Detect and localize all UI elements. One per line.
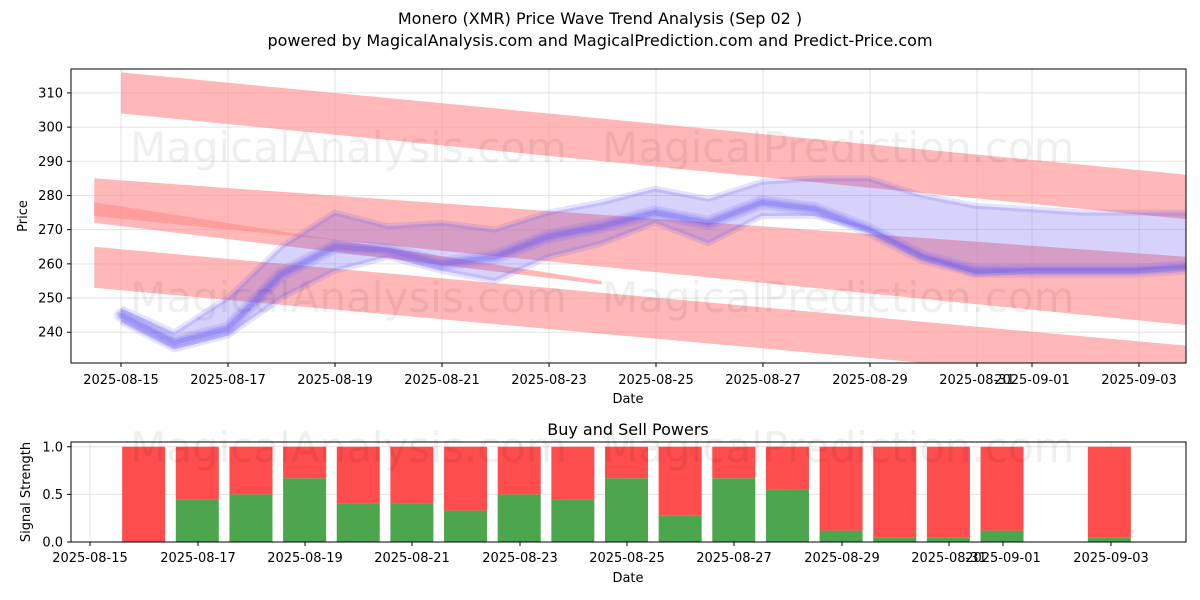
sell-bar (390, 446, 434, 504)
price-plot-frame (70, 68, 1187, 364)
watermark-text: MagicalPrediction.com (602, 123, 1075, 172)
bar-chart-title: Buy and Sell Powers (547, 420, 709, 439)
signal-xtick-label: 2025-08-27 (696, 551, 772, 566)
watermark-text: MagicalAnalysis.com (130, 273, 567, 322)
sell-bar (497, 446, 541, 495)
sell-bar (712, 446, 756, 479)
signal-xtick-label: 2025-08-19 (267, 551, 343, 566)
price-xlabel: Date (612, 392, 643, 407)
buy-bar (765, 489, 809, 542)
chart-title: Monero (XMR) Price Wave Trend Analysis (… (397, 9, 803, 28)
chart-subtitle: powered by MagicalAnalysis.com and Magic… (267, 31, 933, 50)
price-xtick-label: 2025-08-27 (725, 373, 801, 388)
price-xtick-label: 2025-09-01 (994, 373, 1070, 388)
signal-xtick-label: 2025-08-29 (804, 551, 880, 566)
watermark-text: MagicalAnalysis.com (130, 423, 567, 472)
signal-ytick-label: 0.5 (42, 488, 63, 503)
sell-bar (1087, 446, 1131, 538)
wave-wave-upper-line (119, 175, 1186, 336)
price-ytick-label: 300 (38, 121, 63, 136)
buy-bar (1087, 537, 1131, 542)
price-xtick-label: 2025-08-31 (939, 373, 1015, 388)
price-xtick-label: 2025-08-15 (83, 373, 159, 388)
sell-bar (283, 446, 327, 479)
buy-bar (283, 478, 327, 542)
signal-ylabel: Signal Strength (19, 442, 34, 542)
buy-bar (551, 499, 595, 542)
price-xtick-label: 2025-08-19 (297, 373, 373, 388)
signal-xtick-label: 2025-09-01 (965, 551, 1041, 566)
watermark-text: MagicalPrediction.com (602, 423, 1075, 472)
sell-bar (551, 446, 595, 500)
price-xtick-label: 2025-09-03 (1101, 373, 1177, 388)
price-band-upper-channel (121, 72, 1186, 220)
buy-bar (605, 478, 648, 542)
signal-plot-frame (70, 441, 1187, 543)
price-band-middle-channel (94, 178, 1186, 326)
price-ytick-label: 310 (38, 86, 63, 101)
buy-bar (658, 515, 702, 542)
sell-bar (980, 446, 1024, 531)
sell-bar (175, 446, 219, 500)
sell-bar (873, 446, 917, 538)
price-xtick-label: 2025-08-23 (511, 373, 587, 388)
wave-main-line-2 (118, 199, 1186, 345)
buy-bar (873, 537, 917, 542)
buy-bar (336, 503, 380, 542)
signal-xtick-label: 2025-08-31 (911, 551, 987, 566)
price-xtick-label: 2025-08-21 (404, 373, 480, 388)
buy-bar (497, 494, 541, 542)
watermark-text: MagicalPrediction.com (602, 273, 1075, 322)
signal-xtick-label: 2025-08-17 (160, 551, 236, 566)
price-ytick-label: 280 (38, 189, 63, 204)
wave-envelope (121, 178, 1186, 350)
buy-bar (444, 510, 488, 542)
signal-xtick-label: 2025-08-15 (52, 551, 128, 566)
sell-bar (765, 446, 809, 490)
buy-bar (390, 503, 434, 542)
wave-main-line-0 (114, 195, 1186, 350)
price-ytick-label: 260 (38, 257, 63, 272)
price-xtick-label: 2025-08-29 (832, 373, 908, 388)
sell-bar (229, 446, 273, 495)
sell-bar (658, 446, 702, 516)
price-xtick-label: 2025-08-17 (190, 373, 266, 388)
sell-bar (819, 446, 863, 531)
sell-bar (444, 446, 488, 511)
sell-bar (336, 446, 380, 504)
signal-xtick-label: 2025-08-23 (482, 551, 558, 566)
buy-bar (175, 499, 219, 542)
buy-bar (926, 537, 970, 542)
signal-xtick-label: 2025-09-03 (1073, 551, 1149, 566)
signal-xlabel: Date (612, 571, 643, 586)
signal-ytick-label: 0.0 (42, 536, 63, 551)
wave-main-line-1 (116, 197, 1186, 347)
price-ytick-label: 240 (38, 326, 63, 341)
buy-bar (229, 494, 273, 542)
price-band-short-channel (94, 202, 602, 285)
price-ytick-label: 270 (38, 223, 63, 238)
watermark-text: MagicalAnalysis.com (130, 123, 567, 172)
buy-bar (980, 530, 1024, 542)
price-ytick-label: 250 (38, 292, 63, 307)
price-xtick-label: 2025-08-25 (618, 373, 694, 388)
price-ylabel: Price (16, 200, 31, 232)
signal-xtick-label: 2025-08-25 (589, 551, 665, 566)
sell-bar (926, 446, 970, 538)
signal-xtick-label: 2025-08-21 (374, 551, 450, 566)
wave-wave-lower-line (119, 213, 1186, 353)
buy-bar (712, 478, 756, 542)
price-ytick-label: 290 (38, 155, 63, 170)
price-band-lower-channel (94, 246, 1186, 363)
sell-bar (122, 446, 166, 542)
sell-bar (605, 446, 648, 479)
buy-bar (819, 530, 863, 542)
signal-ytick-label: 1.0 (42, 440, 63, 455)
